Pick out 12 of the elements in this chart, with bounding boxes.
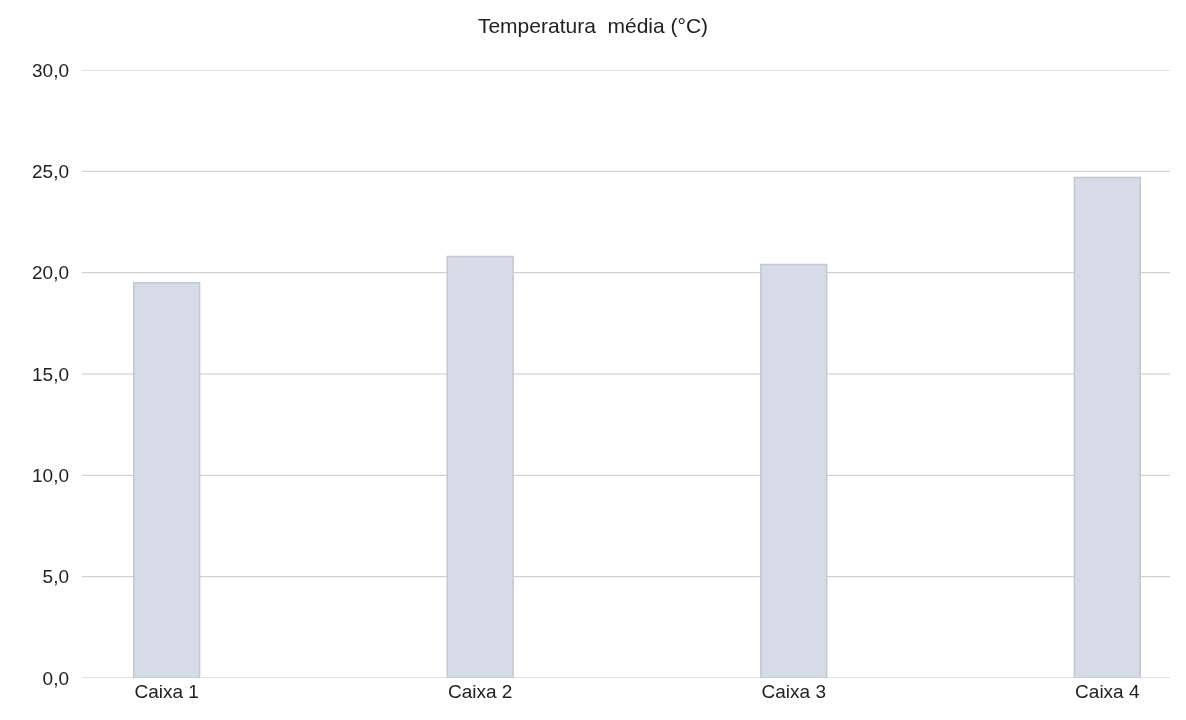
x-tick-label: Caixa 4 xyxy=(1075,681,1140,702)
x-tick-label: Caixa 3 xyxy=(761,681,826,702)
y-tick-label: 10,0 xyxy=(32,464,69,486)
y-tick-label: 20,0 xyxy=(32,262,69,284)
chart-title: Temperatura média (°C) xyxy=(477,13,709,37)
y-tick-label: 0,0 xyxy=(42,667,69,689)
y-tick-label: 25,0 xyxy=(32,160,69,182)
y-tick-label: 5,0 xyxy=(42,566,69,588)
x-tick-label: Caixa 2 xyxy=(447,681,513,702)
y-tick-label: 30,0 xyxy=(32,59,69,81)
x-tick-label: Caixa 1 xyxy=(134,681,199,702)
y-tick-label: 15,0 xyxy=(32,363,69,385)
